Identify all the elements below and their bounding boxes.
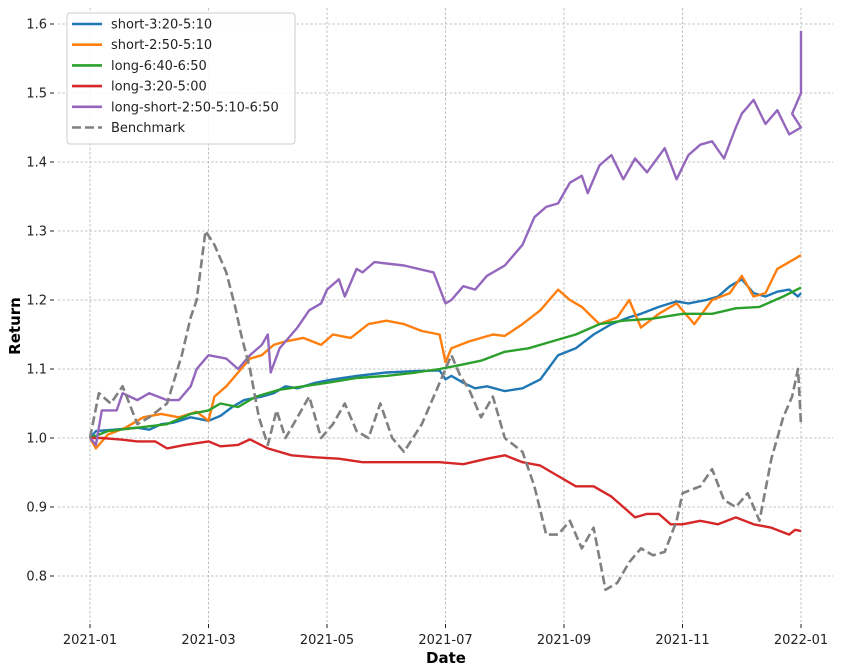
x-tick-label: 2021-01 bbox=[63, 633, 117, 648]
x-tick-label: 2021-09 bbox=[537, 633, 591, 648]
legend-label: short-3:20-5:10 bbox=[111, 18, 212, 33]
y-tick-label: 1.0 bbox=[26, 432, 47, 447]
x-tick-label: 2022-01 bbox=[774, 633, 828, 648]
series-line-5 bbox=[88, 229, 803, 592]
x-tick-label: 2021-07 bbox=[418, 633, 472, 648]
y-tick-label: 1.5 bbox=[26, 87, 47, 102]
y-tick-label: 0.8 bbox=[26, 570, 47, 585]
legend-label: short-2:50-5:10 bbox=[111, 38, 212, 53]
series-line-4 bbox=[89, 30, 803, 447]
series-line-2 bbox=[89, 286, 802, 440]
legend: short-3:20-5:10 short-2:50-5:10 long-6:40-… bbox=[66, 12, 296, 145]
series-line-1 bbox=[88, 254, 802, 450]
y-tick-label: 1.2 bbox=[26, 294, 47, 309]
legend-label: Benchmark bbox=[111, 121, 186, 136]
legend-label: long-short-2:50-5:10-6:50 bbox=[111, 100, 279, 115]
y-tick-label: 1.4 bbox=[26, 156, 47, 171]
y-axis-title: Return bbox=[6, 297, 24, 355]
series-line-3 bbox=[90, 436, 802, 536]
y-tick-label: 1.3 bbox=[26, 225, 47, 240]
x-axis: 2021-01 2021-03 2021-05 2021-07 2021-09 2021-… bbox=[63, 624, 828, 648]
legend-label: long-3:20-5:00 bbox=[111, 80, 207, 95]
x-tick-label: 2021-11 bbox=[655, 633, 709, 648]
series-lines bbox=[88, 30, 803, 592]
x-tick-label: 2021-03 bbox=[181, 633, 235, 648]
y-tick-label: 0.9 bbox=[26, 501, 47, 516]
x-axis-title: Date bbox=[426, 649, 466, 667]
y-tick-label: 1.6 bbox=[26, 18, 47, 33]
y-tick-label: 1.1 bbox=[26, 363, 47, 378]
legend-box bbox=[66, 12, 296, 145]
x-tick-label: 2021-05 bbox=[300, 633, 354, 648]
y-axis: 0.8 0.9 1.0 1.1 1.2 1.3 1.4 1.5 1.6 bbox=[26, 18, 54, 585]
legend-label: long-6:40-6:50 bbox=[111, 59, 207, 74]
